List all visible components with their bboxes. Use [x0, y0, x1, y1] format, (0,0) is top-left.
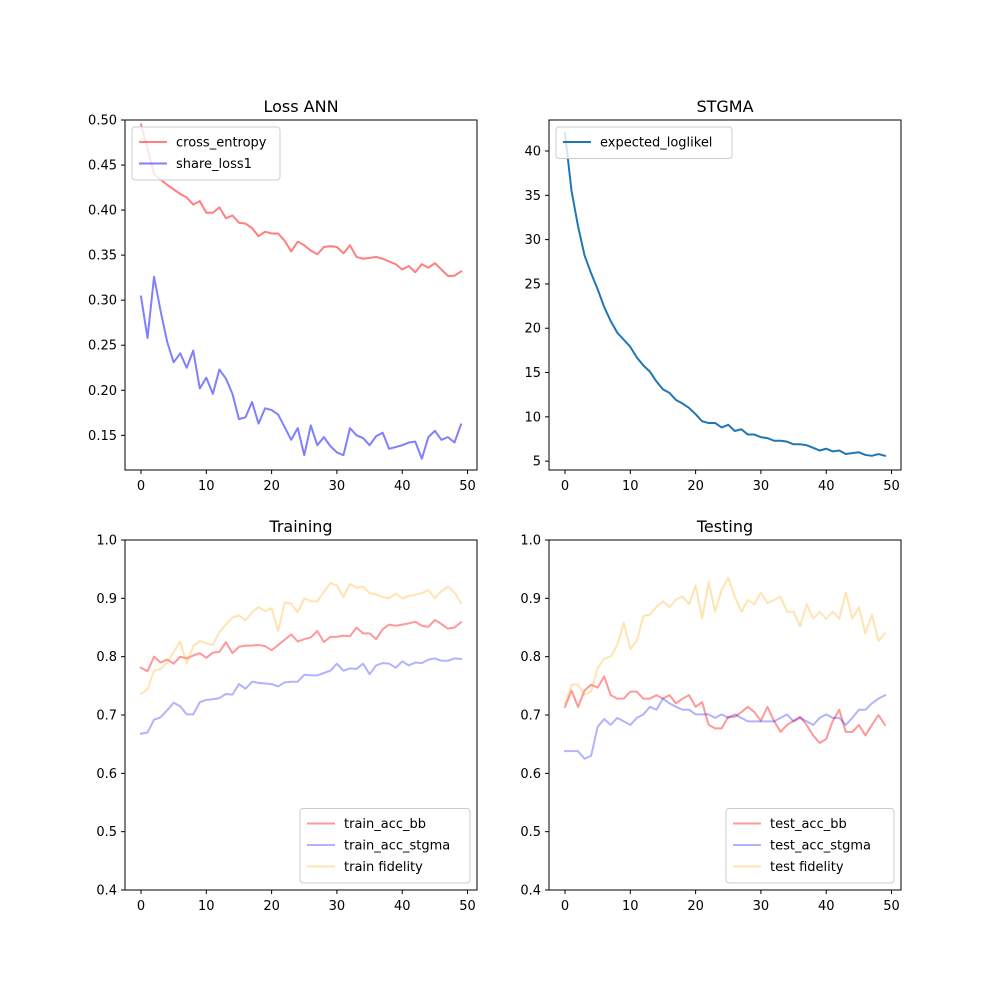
legend-label: train_acc_stgma [344, 839, 450, 854]
x-tick-label: 40 [394, 899, 411, 914]
x-tick-label: 20 [687, 479, 704, 494]
chart-title: STGMA [696, 97, 753, 116]
legend-box [725, 808, 895, 884]
y-tick-label: 0.9 [520, 592, 541, 607]
x-tick-label: 50 [459, 479, 476, 494]
y-tick-label: 5 [533, 455, 541, 470]
series-line-train-acc-stgma [139, 657, 463, 735]
legend-label: test_acc_bb [770, 817, 847, 832]
y-tick-label: 0.5 [520, 825, 541, 840]
legend-box [299, 808, 471, 884]
y-tick-label: 20 [524, 322, 541, 337]
series-line-test-acc-stgma [564, 693, 887, 760]
x-tick-label: 50 [883, 899, 900, 914]
y-tick-label: 0.7 [520, 709, 541, 724]
x-tick-label: 30 [329, 479, 346, 494]
x-tick-label: 0 [561, 479, 569, 494]
legend-label: cross_entropy [176, 136, 267, 151]
y-tick-label: 0.6 [96, 767, 117, 782]
y-tick-label: 0.6 [520, 767, 541, 782]
y-tick-label: 40 [524, 145, 541, 160]
chart-3: Testing 0 10 20 30 40 50 0.4 0.5 0.6 0.7 0.8 0.9 1.0 t… [520, 517, 902, 914]
axes-frame [124, 119, 478, 471]
chart-1: STGMA 0 10 20 30 40 50 5 10 15 20 25 30 35 40 expected_… [524, 97, 902, 494]
y-tick-label: 0.35 [88, 249, 117, 264]
y-tick-label: 0.25 [88, 339, 117, 354]
x-tick-label: 50 [459, 899, 476, 914]
x-tick-label: 40 [818, 899, 835, 914]
y-tick-label: 10 [524, 410, 541, 425]
y-tick-label: 0.9 [96, 592, 117, 607]
x-tick-label: 20 [263, 479, 280, 494]
y-tick-label: 0.4 [96, 884, 117, 899]
x-tick-label: 40 [394, 479, 411, 494]
x-tick-label: 30 [329, 899, 346, 914]
x-tick-label: 30 [753, 899, 770, 914]
legend-label: test_acc_stgma [770, 839, 871, 854]
legend-box [131, 126, 281, 181]
y-tick-label: 0.30 [88, 294, 117, 309]
y-tick-label: 0.7 [96, 709, 117, 724]
legend-label: expected_loglikel [600, 136, 712, 151]
chart-title: Training [268, 517, 332, 536]
y-tick-label: 0.4 [520, 884, 541, 899]
chart-0: Loss ANN 0 10 20 30 40 50 0.15 0.20 0.25 0.30 0.35 0… [88, 97, 478, 494]
chart-title: Testing [696, 517, 753, 536]
legend-label: test fidelity [770, 860, 844, 875]
x-tick-label: 20 [687, 899, 704, 914]
x-tick-label: 10 [622, 479, 639, 494]
chart-title: Loss ANN [263, 97, 338, 116]
series-line-share-loss1 [139, 275, 463, 460]
y-tick-label: 0.8 [96, 650, 117, 665]
y-tick-label: 35 [524, 189, 541, 204]
y-tick-label: 0.40 [88, 204, 117, 219]
legend-box [555, 126, 733, 159]
legend-label: train fidelity [344, 860, 423, 875]
x-tick-label: 10 [622, 899, 639, 914]
legend: cross_entropy share_loss1 [131, 126, 281, 181]
y-tick-label: 1.0 [520, 534, 541, 549]
series-line-test-fidelity [563, 576, 887, 705]
series-line-cross-entropy [139, 123, 463, 277]
x-tick-label: 40 [818, 479, 835, 494]
y-tick-label: 25 [524, 277, 541, 292]
y-tick-label: 0.8 [520, 650, 541, 665]
x-tick-label: 30 [753, 479, 770, 494]
y-tick-label: 0.20 [88, 384, 117, 399]
legend-label: train_acc_bb [344, 817, 426, 832]
x-tick-label: 0 [561, 899, 569, 914]
y-tick-label: 30 [524, 233, 541, 248]
chart-2: Training 0 10 20 30 40 50 0.4 0.5 0.6 0.7 0.8 0.9 1.0… [96, 517, 478, 914]
y-tick-label: 1.0 [96, 534, 117, 549]
axes-frame [548, 119, 902, 471]
y-tick-label: 15 [524, 366, 541, 381]
series-line-expected-loglikel [563, 132, 887, 458]
x-tick-label: 0 [137, 899, 145, 914]
series-line-test-acc-bb [563, 675, 887, 744]
x-tick-label: 10 [198, 899, 215, 914]
series-line-train-acc-bb [139, 618, 463, 673]
y-tick-label: 0.50 [88, 114, 117, 129]
x-tick-label: 20 [263, 899, 280, 914]
y-tick-label: 0.15 [88, 429, 117, 444]
series-line-train-fidelity [139, 582, 463, 696]
legend: expected_loglikel [555, 126, 733, 159]
y-tick-label: 0.5 [96, 825, 117, 840]
x-tick-label: 50 [883, 479, 900, 494]
x-tick-label: 0 [137, 479, 145, 494]
y-tick-label: 0.45 [88, 159, 117, 174]
legend-label: share_loss1 [176, 157, 252, 172]
x-tick-label: 10 [198, 479, 215, 494]
